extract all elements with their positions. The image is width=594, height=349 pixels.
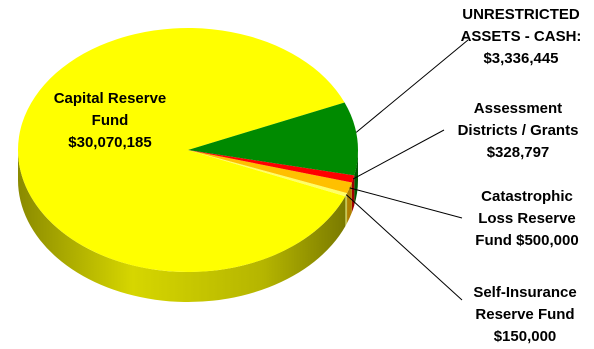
label-line: Reserve Fund xyxy=(475,306,575,323)
label-line: $3,336,445 xyxy=(483,50,559,67)
label-line: Self-Insurance xyxy=(473,284,577,301)
label-line: Districts / Grants xyxy=(457,122,579,139)
slice-side-capital-reserve-fund xyxy=(18,150,346,302)
pie-sides xyxy=(18,150,358,302)
label-line: Fund xyxy=(91,112,129,129)
label-line: UNRESTRICTED xyxy=(462,6,580,23)
slice-capital-reserve-fund xyxy=(18,27,346,272)
leader-line-catastrophic-loss-reserve-fund xyxy=(349,187,463,219)
leader-line-unrestricted-assets-cash xyxy=(355,39,469,133)
slice-label-self-insurance: Self-Insurance Reserve Fund $150,000 xyxy=(456,282,594,348)
label-line: Loss Reserve xyxy=(478,210,576,227)
slice-assessment-districts-grants xyxy=(188,150,355,183)
label-line: Catastrophic xyxy=(481,188,573,205)
leader-lines xyxy=(345,39,469,301)
slice-unrestricted-assets-cash xyxy=(188,102,358,176)
slice-label-capital-reserve: Capital Reserve Fund $30,070,185 xyxy=(30,88,190,154)
slice-label-unrestricted-cash: UNRESTRICTED ASSETS - CASH: $3,336,445 xyxy=(448,4,594,70)
slice-catastrophic-loss-reserve-fund xyxy=(188,150,352,194)
slice-side-catastrophic-loss-reserve-fund xyxy=(347,182,352,224)
label-line: $328,797 xyxy=(486,144,550,161)
slice-side-self-insurance-reserve-fund xyxy=(345,193,348,227)
leader-line-self-insurance-reserve-fund xyxy=(345,194,463,301)
pie-slices xyxy=(18,27,358,272)
label-line: Fund $500,000 xyxy=(475,232,579,249)
label-line: ASSETS - CASH: xyxy=(460,28,582,45)
label-line: $30,070,185 xyxy=(68,134,152,151)
slice-side-assessment-districts-grants xyxy=(351,175,355,213)
slice-label-assessment-districts: Assessment Districts / Grants $328,797 xyxy=(442,98,594,164)
slice-self-insurance-reserve-fund xyxy=(188,150,348,197)
label-line: Assessment xyxy=(473,100,563,117)
label-line: Capital Reserve xyxy=(53,90,167,107)
slice-label-catastrophic-loss: Catastrophic Loss Reserve Fund $500,000 xyxy=(460,186,594,252)
leader-line-assessment-districts-grants xyxy=(352,129,445,180)
label-line: $150,000 xyxy=(493,328,557,345)
